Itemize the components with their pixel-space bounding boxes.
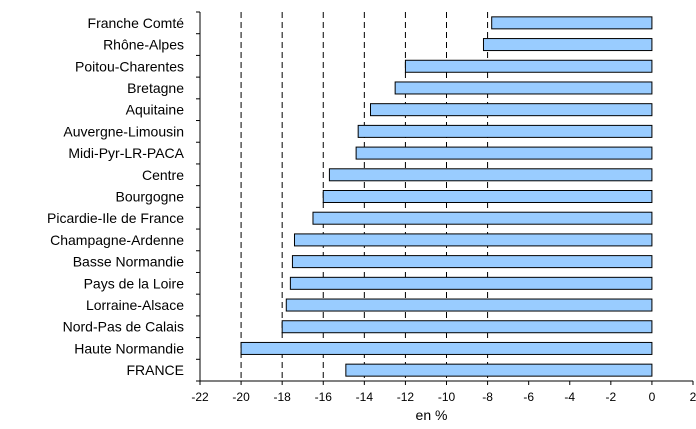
- bar: [345, 363, 653, 377]
- bar: [291, 255, 653, 269]
- category-label: Champagne-Ardenne: [50, 232, 184, 248]
- x-axis: -22 -20 -18 -16 -14 -12 -10 -8 -6 -4 -2 0 2: [191, 380, 696, 404]
- x-tick-label: -14: [356, 390, 374, 404]
- bars: [240, 16, 653, 377]
- category-label: Auvergne-Limousin: [63, 123, 184, 139]
- bar: [328, 168, 653, 182]
- category-label: Franche Comté: [88, 15, 185, 31]
- category-label: Pays de la Loire: [84, 275, 185, 291]
- category-label: Nord-Pas de Calais: [63, 319, 184, 335]
- bar: [293, 233, 653, 247]
- y-axis: [196, 11, 201, 382]
- bar: [240, 341, 653, 355]
- category-label: Centre: [142, 167, 184, 183]
- x-axis-title: en %: [416, 407, 448, 423]
- x-tick-label: 2: [690, 390, 696, 404]
- x-tick-label: -20: [232, 390, 250, 404]
- x-tick-label: -8: [482, 390, 493, 404]
- bar: [357, 124, 653, 138]
- bar: [482, 38, 653, 52]
- category-label: Bourgogne: [115, 189, 184, 205]
- category-label: FRANCE: [126, 362, 184, 378]
- x-tick-label: -12: [397, 390, 415, 404]
- bar: [281, 320, 653, 334]
- x-tick-label: -16: [315, 390, 333, 404]
- bar: [355, 146, 653, 160]
- bar: [491, 16, 653, 30]
- x-tick-label: -6: [523, 390, 534, 404]
- x-tick-label: 0: [649, 390, 656, 404]
- x-tick-label: -10: [438, 390, 456, 404]
- bar: [322, 190, 653, 203]
- x-tick-label: -22: [191, 390, 209, 404]
- category-label: Rhône-Alpes: [103, 37, 184, 53]
- bar: [369, 103, 653, 117]
- category-label: Bretagne: [127, 80, 184, 96]
- category-label: Lorraine-Alsace: [86, 297, 184, 313]
- x-tick-label: -4: [564, 390, 575, 404]
- x-tick-label: -18: [273, 390, 291, 404]
- bar: [289, 276, 653, 290]
- bar: [312, 211, 653, 225]
- category-label: Aquitaine: [126, 102, 185, 118]
- bar: [285, 298, 653, 312]
- bar: [394, 81, 653, 95]
- category-label: Midi-Pyr-LR-PACA: [68, 145, 184, 161]
- category-label: Haute Normandie: [74, 340, 184, 356]
- category-label: Picardie-Ile de France: [47, 210, 184, 226]
- x-tick-label: -2: [605, 390, 616, 404]
- bar: [404, 59, 653, 73]
- category-label: Poitou-Charentes: [75, 58, 184, 74]
- category-labels: Franche Comté Rhône-Alpes Poitou-Charentes…: [47, 15, 185, 378]
- category-label: Basse Normandie: [73, 254, 184, 270]
